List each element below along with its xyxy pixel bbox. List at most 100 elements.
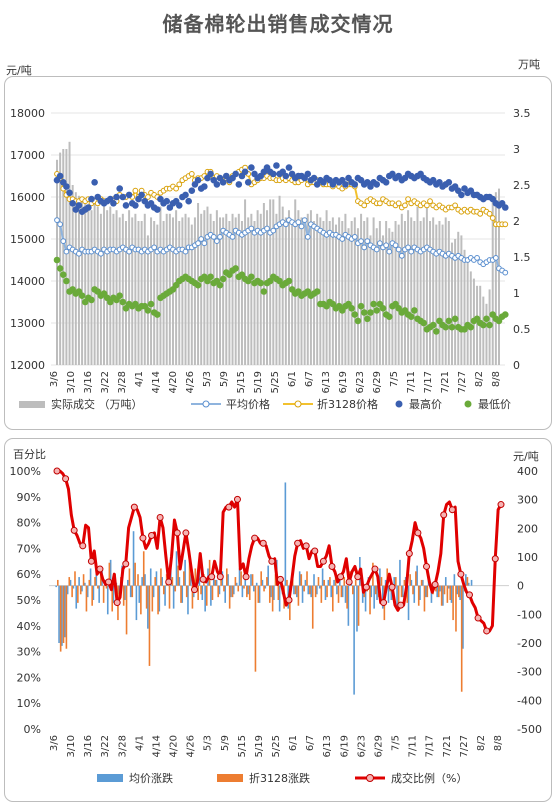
change-3128-bar — [151, 585, 154, 612]
average-price-point — [408, 248, 415, 255]
avg-change-bar — [419, 585, 421, 600]
volume-bar — [287, 210, 290, 365]
min-price-point — [360, 309, 368, 316]
min-price-point — [442, 323, 450, 331]
min-price-point — [467, 323, 475, 331]
change-3128-bar — [137, 574, 139, 586]
change-3128-bar — [168, 585, 171, 609]
change-3128-bar — [108, 562, 111, 586]
max-price-point — [122, 202, 130, 209]
min-price-point — [56, 265, 64, 272]
volume-bar — [413, 221, 416, 365]
avg-change-bar — [81, 585, 83, 592]
avg-change-bar — [204, 585, 206, 612]
volume-bar — [444, 217, 447, 365]
max-price-point — [182, 191, 189, 199]
volume-bar — [454, 239, 457, 365]
change-3128-bar — [420, 579, 423, 586]
deal-ratio-point — [423, 562, 431, 570]
x-tick-label: 8/2 — [474, 371, 485, 387]
max-price-point — [310, 174, 318, 182]
avg-change-bar — [387, 585, 390, 603]
volume-bar — [388, 228, 391, 365]
avg-change-bar — [467, 582, 470, 586]
x-tick-label: 6/7 — [305, 735, 316, 751]
volume-bar — [356, 228, 359, 365]
top-chart-panel: 12000 13000 14000 15000 16000 17000 18000 0 0.5 1… — [4, 76, 552, 430]
deal-ratio-point — [302, 542, 310, 550]
price-3128-point — [452, 202, 459, 209]
max-price-point — [445, 179, 453, 186]
change-3128-bar — [217, 585, 220, 598]
y-tick-label: 80% — [17, 517, 41, 530]
deal-ratio-point — [70, 526, 78, 534]
change-3128-bar — [162, 585, 165, 595]
change-3128-bar — [243, 585, 245, 589]
deal-ratio-point — [242, 573, 250, 581]
change-3128-bar — [82, 574, 85, 586]
change-3128-bar — [277, 585, 280, 600]
average-price-point — [198, 236, 205, 242]
volume-bar — [429, 221, 432, 365]
volume-bar — [203, 210, 206, 365]
deal-ratio-point — [208, 573, 216, 581]
top-right-unit: 万吨 — [518, 58, 540, 71]
change-3128-bar — [260, 571, 262, 586]
avg-change-bar — [273, 585, 275, 600]
avg-change-bar — [178, 577, 181, 586]
y2-tick-label: 400 — [517, 465, 538, 478]
y-tick-label: 18000 — [10, 107, 45, 120]
avg-change-bar — [224, 585, 227, 603]
volume-bar — [187, 217, 190, 365]
price-3128-point — [132, 187, 139, 194]
average-price-point — [54, 217, 60, 224]
avg-change-bar — [267, 565, 269, 586]
avg-change-bar — [284, 482, 287, 586]
volume-bar — [266, 210, 269, 365]
avg-change-bar — [384, 579, 387, 586]
price-3128-point — [376, 200, 383, 207]
volume-bar — [68, 141, 71, 365]
avg-change-bar — [450, 585, 453, 603]
legend-label-3128: 折3128价格 — [317, 397, 378, 411]
avg-change-bar — [158, 585, 161, 612]
change-3128-bar — [145, 585, 148, 609]
max-price-point — [248, 164, 255, 171]
min-price-point — [154, 311, 161, 318]
avg-change-bar — [430, 585, 433, 603]
y-tick-label: 0% — [24, 723, 41, 736]
y2-tick-label: 3.5 — [513, 107, 531, 120]
min-price-point — [88, 296, 95, 304]
volume-bar — [309, 210, 312, 365]
volume-bar — [81, 199, 84, 365]
change-3128-bar — [306, 571, 308, 586]
x-tick-label: 7/27 — [459, 735, 470, 757]
max-price-point — [342, 181, 349, 188]
change-3128-bar — [409, 574, 411, 586]
volume-bar — [341, 221, 344, 365]
volume-bar — [491, 199, 494, 365]
x-tick-label: 3/16 — [83, 371, 94, 393]
average-price-point — [351, 234, 358, 240]
min-price-point — [59, 271, 67, 278]
change-3128-bar — [300, 574, 303, 586]
avg-change-bar — [416, 565, 418, 586]
change-3128-bar — [102, 585, 105, 603]
avg-change-bar — [341, 585, 344, 598]
x-tick-label: 4/14 — [151, 735, 162, 757]
change-3128-bar — [148, 585, 151, 666]
max-price-point — [201, 183, 208, 190]
price-3128-point — [486, 210, 493, 217]
max-price-point — [244, 179, 252, 186]
volume-bar — [131, 217, 134, 365]
avg-change-bar — [235, 582, 238, 586]
avg-change-bar — [89, 568, 92, 586]
x-tick-label: 3/22 — [100, 735, 111, 757]
volume-bar — [165, 213, 168, 365]
max-price-point — [185, 197, 192, 205]
change-3128-bar — [426, 585, 429, 598]
volume-bar — [450, 242, 453, 365]
change-3128-bar — [437, 585, 440, 598]
change-3128-bar — [142, 551, 145, 586]
volume-bar — [71, 185, 74, 365]
